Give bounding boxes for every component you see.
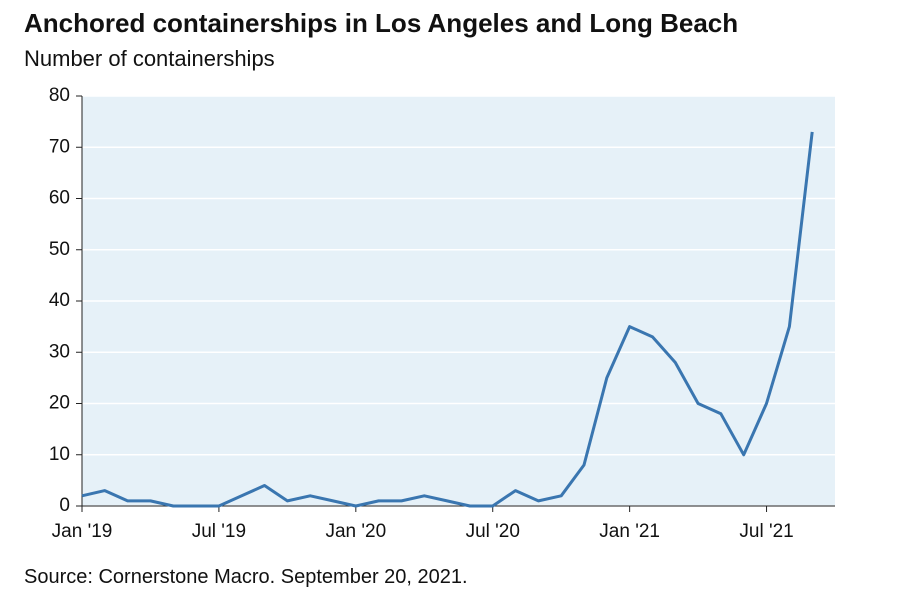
y-tick-label: 40: [49, 290, 70, 311]
y-tick-label: 50: [49, 239, 70, 260]
y-tick-label: 0: [59, 495, 70, 516]
x-tick-label: Jan '20: [325, 521, 386, 542]
x-tick-label: Jan '21: [599, 521, 660, 542]
source-note: Source: Cornerstone Macro. September 20,…: [24, 566, 468, 588]
y-tick-label: 60: [49, 188, 70, 209]
x-tick-label: Jul '20: [466, 521, 520, 542]
y-tick-label: 30: [49, 341, 70, 362]
y-tick-label: 80: [49, 85, 70, 106]
chart-subtitle: Number of containerships: [24, 46, 275, 71]
y-tick-label: 70: [49, 136, 70, 157]
y-tick-label: 10: [49, 444, 70, 465]
x-tick-label: Jan '19: [52, 521, 113, 542]
data-line: [81, 131, 814, 508]
chart-title: Anchored containerships in Los Angeles a…: [24, 8, 738, 38]
x-tick-label: Jul '19: [192, 521, 246, 542]
x-tick-label: Jul '21: [739, 521, 793, 542]
y-tick-label: 20: [49, 393, 70, 414]
